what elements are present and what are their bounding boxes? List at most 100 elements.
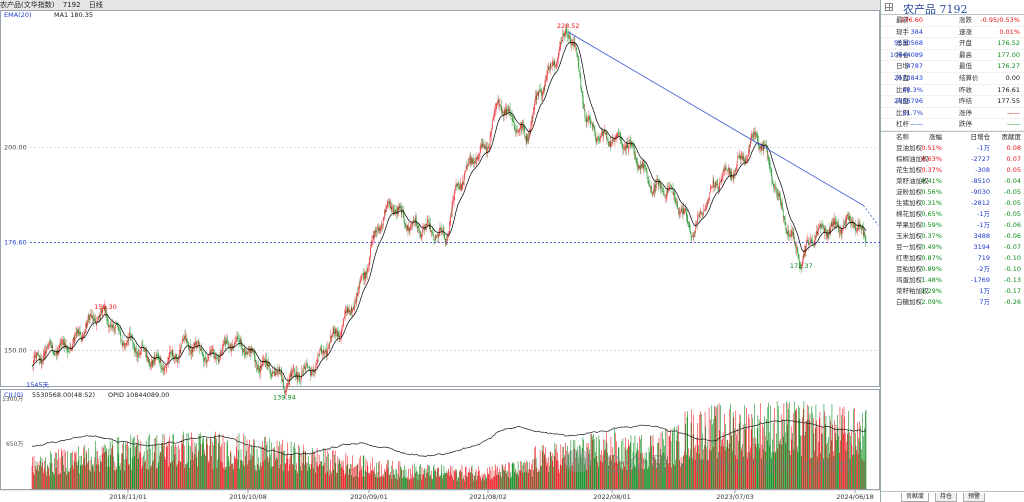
candlestick: [401, 202, 402, 218]
volume-bar: [733, 417, 735, 489]
volume-bar: [672, 428, 674, 489]
volume-bar: [296, 471, 298, 489]
candlestick: [816, 224, 817, 238]
candlestick: [282, 376, 284, 389]
volume-bar: [453, 480, 454, 489]
candle-body: [778, 193, 780, 196]
candle-body: [274, 373, 276, 376]
candlestick: [716, 178, 718, 186]
period-selector[interactable]: 日线: [88, 1, 103, 9]
candlestick: [595, 137, 597, 147]
candle-body: [77, 329, 79, 333]
volume-bar: [512, 462, 514, 489]
volume-bar: [543, 445, 544, 489]
candlestick: [330, 333, 332, 341]
candlestick: [424, 224, 425, 235]
volume-bar: [52, 471, 53, 489]
candle-body: [513, 121, 515, 126]
volume-bar: [716, 407, 717, 489]
candlestick: [333, 325, 335, 335]
volume-bar: [560, 444, 562, 489]
candle-body: [777, 193, 779, 196]
candlestick: [431, 230, 433, 236]
volume-bar: [416, 471, 418, 489]
candle-body: [624, 147, 625, 150]
candle-body: [394, 210, 396, 214]
candlestick: [741, 151, 743, 160]
volume-bar: [734, 455, 736, 489]
candle-body: [139, 353, 140, 356]
volume-bar: [130, 434, 132, 489]
candlestick: [790, 229, 792, 237]
candlestick: [783, 215, 785, 224]
volume-bar: [511, 476, 512, 489]
candle-body: [643, 165, 644, 168]
candlestick: [469, 153, 471, 166]
candlestick: [334, 326, 336, 337]
candle-body: [652, 193, 653, 195]
candle-body: [149, 359, 150, 366]
candle-body: [606, 132, 608, 140]
candlestick: [256, 360, 257, 372]
candle-body: [270, 369, 271, 373]
candle-body: [461, 183, 463, 191]
volume-bar: [103, 444, 105, 489]
candlestick: [443, 225, 445, 240]
candlestick: [46, 345, 47, 353]
volume-bar: [558, 469, 560, 489]
volume-bar: [642, 452, 643, 489]
volume-bar: [109, 466, 110, 489]
volume-bar: [757, 415, 759, 489]
candlestick: [123, 340, 124, 346]
volume-bar: [497, 474, 499, 489]
volume-bar: [809, 413, 811, 489]
candlestick: [706, 199, 708, 208]
candle-body: [385, 209, 387, 213]
candlestick: [541, 90, 543, 102]
price-annotation: 228.52: [557, 22, 580, 30]
candle-body: [723, 170, 725, 172]
candle-body: [557, 56, 559, 59]
candlestick: [819, 220, 821, 229]
volume-bar: [147, 449, 148, 489]
volume-bar: [169, 461, 171, 489]
volume-bar: [292, 464, 293, 489]
candle-body: [304, 365, 305, 369]
volume-bar: [201, 455, 202, 489]
volume-bar: [431, 479, 433, 489]
volume-bar: [122, 444, 124, 489]
candle-body: [129, 331, 131, 335]
candlestick: [726, 165, 727, 171]
candlestick: [185, 332, 187, 343]
candlestick: [83, 333, 84, 340]
volume-bar: [504, 470, 506, 489]
candlestick: [244, 348, 246, 360]
volume-indicator-label[interactable]: CJL(0): [4, 391, 23, 399]
candlestick: [268, 356, 269, 371]
volume-bar: [276, 457, 277, 489]
candle-body: [48, 345, 49, 346]
volume-bar: [335, 463, 337, 489]
volume-bar: [381, 476, 383, 489]
candlestick: [682, 205, 683, 218]
candle-body: [824, 228, 825, 234]
price-chart[interactable]: EMA(20) MA1 180.35 159.30139.94228.52172…: [0, 10, 880, 502]
candlestick: [405, 219, 407, 231]
volume-bar: [768, 432, 770, 489]
candle-body: [596, 137, 598, 141]
candlestick: [767, 150, 769, 159]
candlestick: [43, 347, 45, 360]
ema-indicator-label[interactable]: EMA(20): [4, 11, 32, 19]
volume-bar: [256, 470, 257, 489]
candlestick: [262, 354, 263, 367]
candle-body: [680, 212, 681, 213]
candle-body: [234, 343, 235, 347]
candle-body: [646, 167, 647, 171]
candlestick: [134, 344, 136, 358]
candle-body: [65, 343, 67, 349]
candle-body: [133, 343, 135, 347]
volume-bar: [473, 475, 475, 489]
candlestick: [725, 162, 727, 171]
candlestick: [191, 344, 192, 360]
opid-value: OPID 10844089.00: [108, 391, 169, 399]
